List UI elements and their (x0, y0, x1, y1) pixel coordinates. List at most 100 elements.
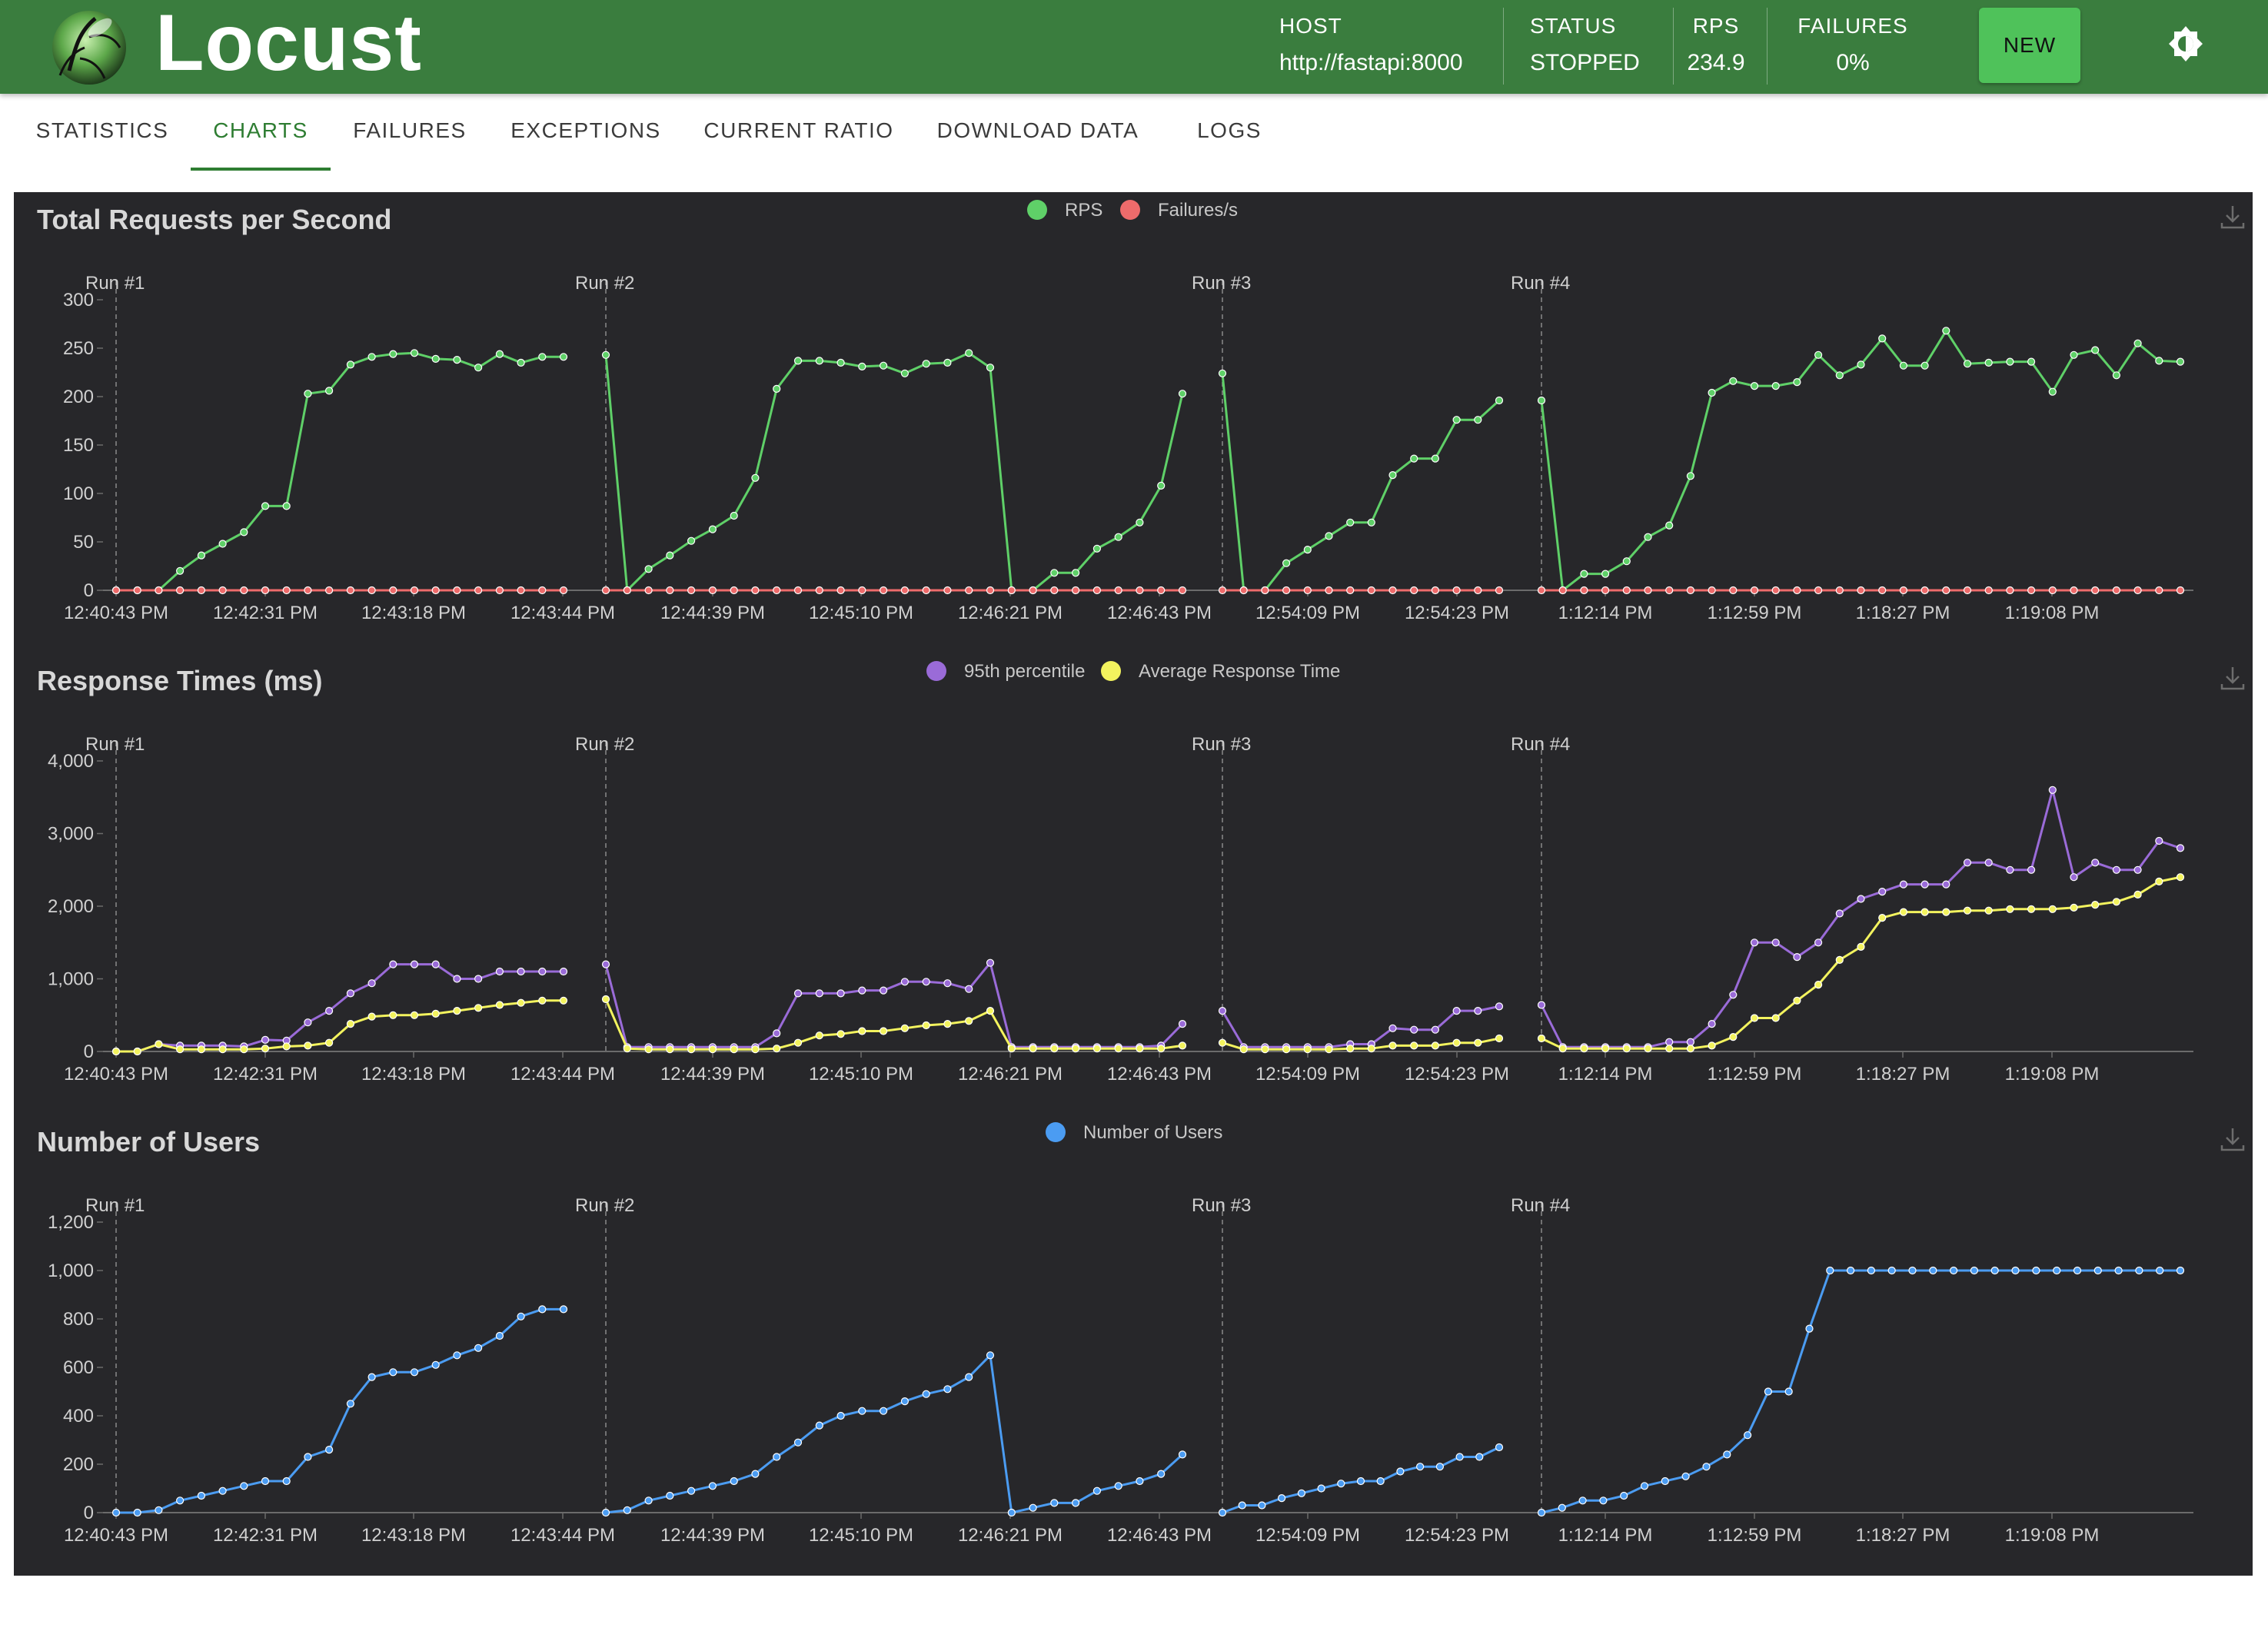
y-tick-label: 100 (63, 483, 94, 504)
data-point (176, 1496, 185, 1505)
data-point (1771, 382, 1780, 390)
data-point (2176, 586, 2185, 595)
data-point (601, 960, 610, 968)
data-point (474, 364, 483, 372)
data-point (1835, 955, 1844, 965)
x-tick-label: 1:18:27 PM (1856, 1525, 1950, 1546)
data-point (1092, 1487, 1102, 1495)
data-point (1750, 1014, 1759, 1022)
data-point (1303, 546, 1312, 554)
data-point (773, 384, 781, 393)
legend-marker (1120, 200, 1140, 220)
data-point (1963, 360, 1972, 368)
run-marker-label: Run #2 (575, 273, 634, 294)
data-point (793, 1038, 803, 1047)
data-point (601, 995, 610, 1004)
data-point (644, 1045, 653, 1054)
data-point (1452, 586, 1461, 595)
series-line (1540, 789, 2181, 1048)
data-point (240, 528, 248, 536)
series-line (116, 963, 564, 1053)
data-point (1136, 1477, 1144, 1486)
data-point (1178, 390, 1187, 398)
chart-title: Number of Users (37, 1126, 260, 1158)
tab-current-ratio[interactable]: CURRENT RATIO (703, 118, 894, 142)
x-tick-label: 12:40:43 PM (64, 603, 168, 623)
data-point (858, 586, 866, 595)
data-point (708, 586, 717, 595)
data-point (1984, 859, 1993, 867)
data-point (773, 1029, 781, 1038)
data-point (1114, 1045, 1122, 1053)
data-point (1431, 586, 1440, 595)
data-point (2006, 357, 2014, 366)
data-point (623, 586, 631, 595)
data-point (687, 1487, 696, 1495)
x-tick-label: 12:45:10 PM (809, 1525, 913, 1546)
data-point (453, 975, 461, 983)
legend-marker (926, 661, 946, 681)
data-point (1729, 377, 1738, 385)
data-point (2011, 1266, 2020, 1275)
data-point (2112, 371, 2120, 380)
status-label: STATUS (1530, 14, 1617, 38)
download-icon[interactable] (2220, 206, 2245, 229)
data-point (1218, 1508, 1227, 1517)
data-point (197, 1491, 205, 1500)
data-point (559, 1305, 568, 1314)
data-point (1665, 1045, 1674, 1053)
data-point (1578, 1496, 1587, 1505)
data-point (1963, 586, 1972, 595)
tab-logs[interactable]: LOGS (1197, 118, 1262, 142)
data-point (922, 1021, 930, 1030)
data-point (1431, 454, 1440, 463)
data-point (1908, 1266, 1917, 1275)
data-point (773, 1453, 781, 1461)
data-point (1771, 1014, 1780, 1022)
data-point (1984, 358, 1993, 367)
y-tick-label: 200 (63, 1454, 94, 1475)
data-point (687, 1045, 696, 1054)
data-point (1029, 586, 1037, 595)
data-point (666, 1045, 674, 1054)
theme-toggle-icon[interactable] (2167, 25, 2205, 63)
new-test-button[interactable]: NEW (1979, 8, 2080, 83)
tab-failures[interactable]: FAILURES (353, 118, 467, 142)
data-point (1644, 533, 1652, 541)
data-point (2135, 1266, 2143, 1275)
y-tick-label: 400 (63, 1406, 94, 1427)
charts-panel: Total Requests per Second RPS Failures/s 0 5… (14, 192, 2253, 1576)
data-point (325, 586, 334, 595)
download-icon[interactable] (2220, 667, 2245, 690)
run-marker-label: Run #4 (1511, 273, 1570, 294)
data-point (474, 586, 483, 595)
data-point (1681, 1472, 1690, 1480)
data-point (367, 1373, 376, 1381)
data-point (1750, 938, 1759, 947)
y-tick-label: 2,000 (48, 896, 94, 917)
tab-exceptions[interactable]: EXCEPTIONS (510, 118, 661, 142)
download-icon[interactable] (2220, 1128, 2245, 1151)
tab-charts[interactable]: CHARTS (191, 94, 331, 171)
data-point (346, 1019, 354, 1028)
tab-download-data[interactable]: DOWNLOAD DATA (936, 118, 1139, 142)
y-tick-label: 300 (63, 290, 94, 311)
series-line (604, 351, 1184, 592)
x-tick-label: 1:18:27 PM (1856, 1064, 1950, 1085)
data-point (197, 586, 205, 595)
data-point (2006, 905, 2014, 913)
data-point (1644, 586, 1652, 595)
data-point (2176, 844, 2185, 852)
data-point (1297, 1489, 1306, 1497)
run-marker-label: Run #1 (85, 273, 145, 294)
data-point (1136, 586, 1144, 595)
data-point (1558, 1045, 1567, 1053)
tab-statistics[interactable]: STATISTICS (35, 118, 169, 142)
data-point (1686, 1045, 1694, 1053)
data-point (1537, 1034, 1546, 1043)
data-point (367, 1012, 376, 1021)
data-point (644, 586, 653, 595)
data-point (1793, 996, 1801, 1005)
data-point (858, 362, 866, 370)
locust-logo-icon[interactable] (49, 5, 129, 88)
